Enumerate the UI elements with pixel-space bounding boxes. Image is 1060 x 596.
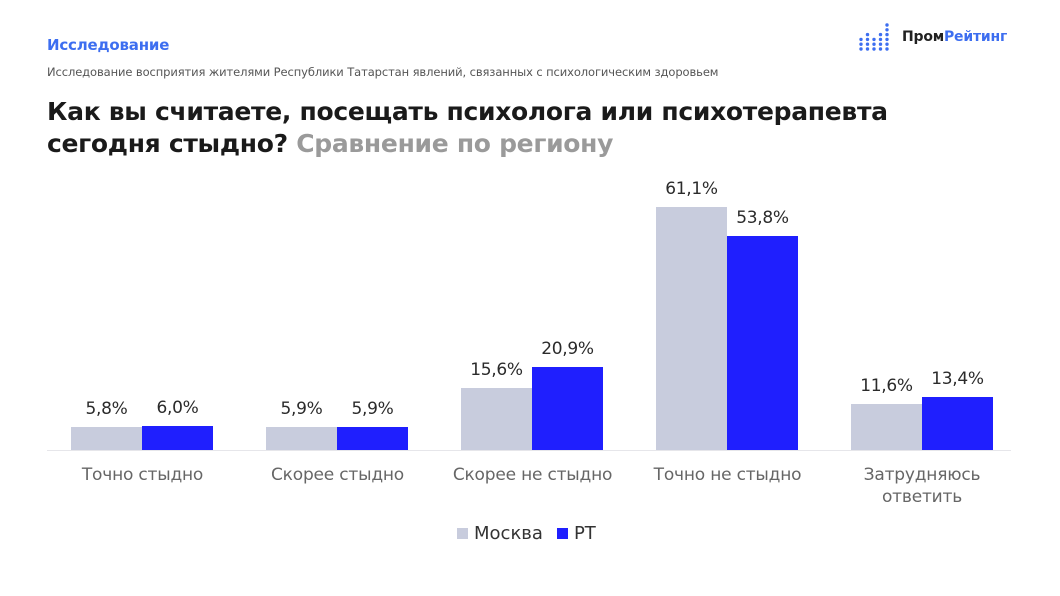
legend-swatch-moscow: [457, 528, 468, 539]
legend-item-moscow: Москва: [457, 523, 543, 544]
category-label-tochno-stydno: Точно стыдно: [81, 465, 204, 485]
brand-name-part1: Пром: [902, 29, 944, 45]
value-label: 6,0%: [156, 398, 199, 418]
brand-logo: ПромРейтинг: [858, 22, 1007, 52]
value-label: 5,9%: [280, 399, 323, 419]
brand-name: ПромРейтинг: [902, 29, 1007, 45]
value-label: 20,9%: [541, 339, 594, 359]
value-label: 5,8%: [85, 399, 128, 419]
legend-label-moscow: Москва: [474, 523, 543, 544]
bar-moscow-zatrudnyayus: [851, 404, 922, 450]
bar-rt-skoree-ne-stydno: [532, 367, 603, 450]
category-label-skoree-stydno: Скорее стыдно: [271, 465, 404, 485]
value-label: 13,4%: [931, 369, 984, 389]
chart-baseline: [47, 450, 1011, 451]
chart-title: Как вы считаете, посещать психолога или …: [47, 96, 1007, 160]
bar-moscow-skoree-ne-stydno: [461, 388, 532, 450]
value-label: 11,6%: [860, 376, 913, 396]
value-label: 15,6%: [470, 360, 523, 380]
legend-item-rt: РТ: [556, 523, 596, 544]
category-label-tochno-ne-stydno: Точно не стыдно: [653, 465, 802, 485]
section-kicker: Исследование: [47, 36, 170, 54]
bar-moscow-skoree-stydno: [266, 427, 337, 450]
chart-legend: Москва РТ: [457, 523, 610, 544]
value-label: 5,9%: [351, 399, 394, 419]
bar-rt-skoree-stydno: [337, 427, 408, 450]
bar-rt-zatrudnyayus: [922, 397, 993, 450]
bar-rt-tochno-stydno: [142, 426, 213, 450]
category-label-zatrudnyayus: Затрудняюсь ответить: [863, 465, 981, 507]
legend-swatch-rt: [556, 528, 568, 539]
value-label: 53,8%: [736, 208, 789, 228]
title-suffix: Сравнение по региону: [296, 129, 614, 158]
brand-name-part2: Рейтинг: [944, 29, 1008, 45]
category-label-skoree-ne-stydno: Скорее не стыдно: [452, 465, 613, 485]
value-label: 61,1%: [665, 179, 718, 199]
dot-bars-icon: [859, 23, 889, 51]
bar-moscow-tochno-stydno: [71, 427, 142, 450]
title-main: Как вы считаете, посещать психолога или …: [47, 97, 888, 158]
study-subtitle: Исследование восприятия жителями Республ…: [47, 65, 719, 79]
bar-rt-tochno-ne-stydno: [727, 236, 798, 450]
bar-moscow-tochno-ne-stydno: [656, 207, 727, 450]
legend-label-rt: РТ: [573, 523, 596, 544]
